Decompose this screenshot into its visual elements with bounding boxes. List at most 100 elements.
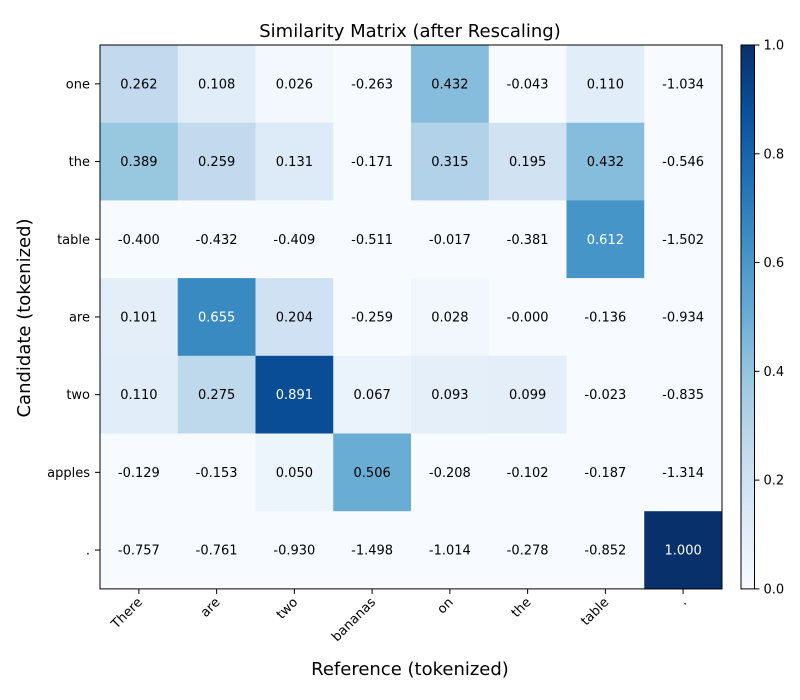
- cell-value-label: -0.835: [662, 388, 704, 403]
- x-tick-label: bananas: [329, 595, 379, 645]
- cell-value-label: 0.655: [198, 310, 235, 325]
- y-axis-label: Candidate (tokenized): [14, 218, 35, 417]
- cell-value-label: 0.315: [431, 155, 468, 170]
- heatmap-cell: [255, 511, 334, 590]
- heatmap-cell: [488, 355, 567, 434]
- heatmap-cell: [333, 355, 412, 434]
- cell-value-label: -0.546: [662, 155, 704, 170]
- cell-value-label: 0.028: [431, 310, 468, 325]
- x-tick-label: are: [198, 595, 223, 620]
- cell-value-label: -0.171: [351, 155, 393, 170]
- heatmap-cell: [177, 122, 256, 201]
- heatmap-cell: [488, 45, 567, 124]
- heatmap-cell: [177, 433, 256, 512]
- heatmap-cell: [100, 355, 179, 434]
- colorbar-tick-label: 0.0: [764, 582, 785, 597]
- heatmap-cell: [333, 45, 412, 124]
- cell-value-label: 0.108: [198, 77, 235, 92]
- colorbar: [740, 44, 755, 590]
- heatmap-cell: [644, 511, 723, 590]
- heatmap-cell: [333, 511, 412, 590]
- cell-value-label: -0.400: [118, 233, 160, 248]
- heatmap-cell: [333, 278, 412, 357]
- heatmap-cell: [100, 45, 179, 124]
- x-tick-label: table: [578, 595, 612, 629]
- y-tick-label: the: [69, 155, 90, 170]
- heatmap-cell: [100, 278, 179, 357]
- cell-value-label: -0.153: [196, 466, 238, 481]
- cell-value-label: -0.263: [351, 77, 393, 92]
- heatmap-cell: [644, 355, 723, 434]
- cell-value-label: -1.502: [662, 233, 704, 248]
- heatmap-cell: [333, 433, 412, 512]
- heatmap-cell: [411, 278, 490, 357]
- heatmap-cell: [411, 122, 490, 201]
- cell-value-label: -0.136: [584, 310, 626, 325]
- cell-value-label: -0.129: [118, 466, 160, 481]
- heatmap-cell: [333, 200, 412, 279]
- heatmap-cell: [100, 511, 179, 590]
- heatmap-cell: [255, 200, 334, 279]
- heatmap-cell: [255, 122, 334, 201]
- cell-value-label: -0.852: [584, 544, 626, 559]
- cell-value-label: -0.511: [351, 233, 393, 248]
- heatmap-cell: [411, 511, 490, 590]
- heatmap-cell: [255, 278, 334, 357]
- heatmap-cells: 0.262 0.108 0.026 -0.263 0.432 -0.043 0.110 -1.…: [100, 45, 723, 590]
- cell-value-label: -0.934: [662, 310, 704, 325]
- cell-value-label: 0.099: [509, 388, 546, 403]
- heatmap-cell: [488, 122, 567, 201]
- y-axis-ticks: one the table are two apples.: [47, 77, 100, 559]
- y-tick-label: .: [86, 544, 90, 559]
- cell-value-label: 0.101: [120, 310, 157, 325]
- heatmap-cell: [488, 433, 567, 512]
- heatmap-cell: [411, 433, 490, 512]
- colorbar-tick-label: 0.8: [764, 147, 785, 162]
- colorbar-tick-label: 0.4: [764, 365, 785, 380]
- cell-value-label: -0.409: [273, 233, 315, 248]
- heatmap-cell: [177, 45, 256, 124]
- x-axis-label: Reference (tokenized): [311, 659, 509, 680]
- cell-value-label: 0.432: [587, 155, 624, 170]
- cell-value-label: 0.093: [431, 388, 468, 403]
- cell-value-label: -1.034: [662, 77, 704, 92]
- cell-value-label: -0.102: [507, 466, 549, 481]
- heatmap-cell: [100, 200, 179, 279]
- y-tick-label: apples: [47, 466, 90, 481]
- y-tick-label: one: [66, 77, 90, 92]
- cell-value-label: -1.014: [429, 544, 471, 559]
- chart-title: Similarity Matrix (after Rescaling): [259, 21, 560, 42]
- cell-value-label: 1.000: [665, 544, 702, 559]
- cell-value-label: 0.067: [354, 388, 391, 403]
- cell-value-label: 0.612: [587, 233, 624, 248]
- cell-value-label: -1.498: [351, 544, 393, 559]
- cell-value-label: -0.381: [507, 233, 549, 248]
- x-axis-ticks: There are two bananas on the table.: [108, 588, 690, 645]
- cell-value-label: 0.275: [198, 388, 235, 403]
- cell-value-label: -0.432: [196, 233, 238, 248]
- cell-value-label: -0.930: [273, 544, 315, 559]
- x-tick-label: .: [676, 595, 690, 609]
- cell-value-label: -0.259: [351, 310, 393, 325]
- heatmap-cell: [100, 122, 179, 201]
- cell-value-label: 0.891: [276, 388, 313, 403]
- heatmap-cell: [644, 122, 723, 201]
- cell-value-label: -0.043: [507, 77, 549, 92]
- cell-value-label: -0.017: [429, 233, 471, 248]
- heatmap-cell: [177, 511, 256, 590]
- heatmap-cell: [411, 200, 490, 279]
- cell-value-label: 0.204: [276, 310, 313, 325]
- heatmap-cell: [566, 355, 645, 434]
- cell-value-label: -0.761: [196, 544, 238, 559]
- cell-value-label: 0.506: [354, 466, 391, 481]
- heatmap-cell: [488, 200, 567, 279]
- colorbar-tick-label: 0.2: [764, 474, 785, 489]
- cell-value-label: 0.262: [120, 77, 157, 92]
- cell-value-label: 0.110: [120, 388, 157, 403]
- cell-value-label: -0.023: [584, 388, 626, 403]
- heatmap-cell: [566, 200, 645, 279]
- heatmap-cell: [488, 511, 567, 590]
- heatmap-cell: [411, 355, 490, 434]
- cell-value-label: 0.195: [509, 155, 546, 170]
